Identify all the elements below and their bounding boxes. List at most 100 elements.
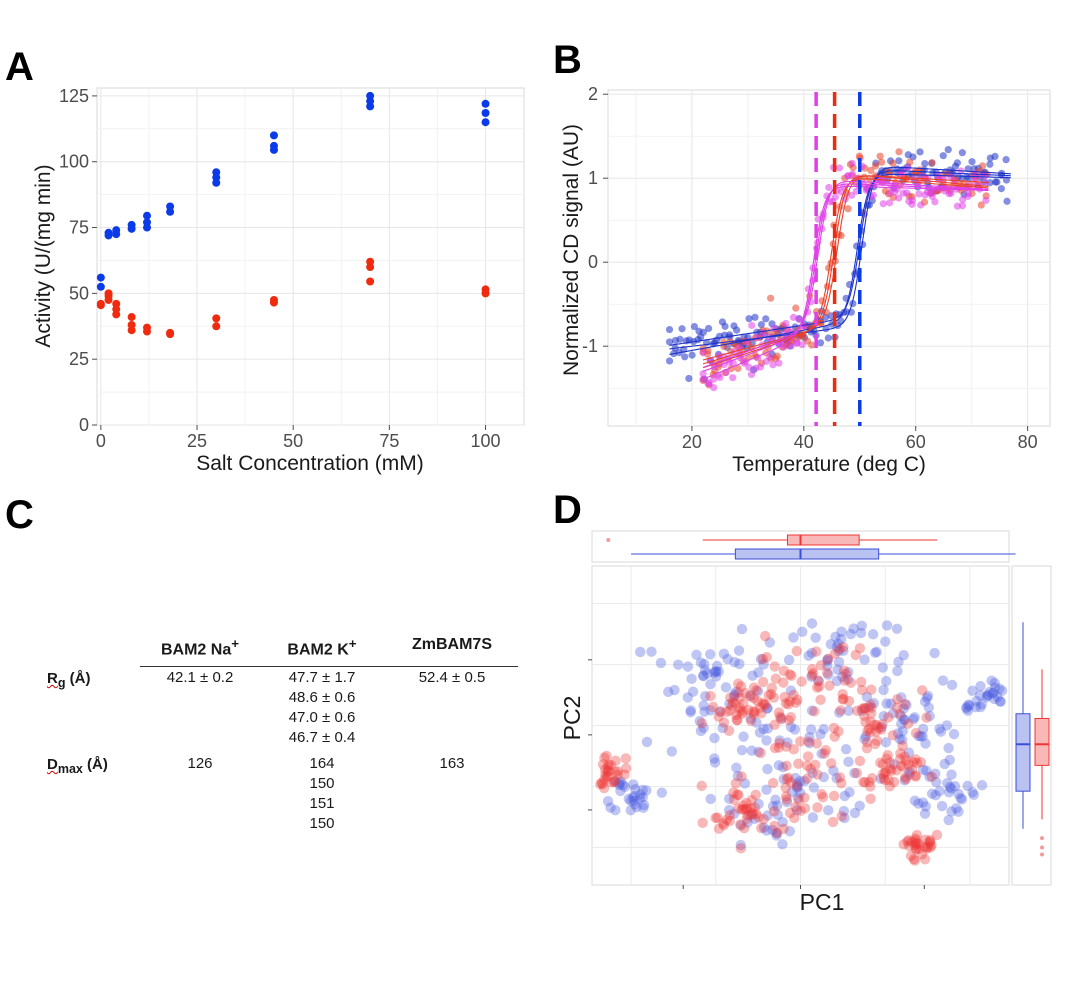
data-point <box>829 648 841 660</box>
data-point <box>734 692 745 704</box>
panel-d-right-boxplot-area <box>1011 565 1052 886</box>
data-point <box>699 664 711 676</box>
data-point <box>769 661 780 672</box>
data-point <box>780 698 792 709</box>
data-point <box>869 719 880 731</box>
data-point <box>617 779 629 791</box>
data-point <box>876 724 887 735</box>
data-point <box>963 699 974 710</box>
data-point <box>695 725 707 737</box>
data-point <box>924 836 935 847</box>
data-point <box>728 794 740 805</box>
data-point <box>709 753 720 764</box>
data-point <box>815 694 826 706</box>
data-point <box>861 737 873 748</box>
data-point <box>994 696 1006 707</box>
data-point <box>823 805 834 816</box>
panel-d-x-axis-title: PC1 <box>800 889 845 915</box>
data-point <box>748 709 759 720</box>
data-point <box>732 714 743 726</box>
data-point <box>778 773 789 785</box>
data-point <box>786 786 798 798</box>
data-point <box>865 699 876 710</box>
data-point <box>871 162 880 170</box>
data-point <box>741 813 753 825</box>
data-point <box>987 687 999 699</box>
data-point <box>970 701 982 713</box>
data-point <box>734 702 745 713</box>
data-point <box>773 707 785 718</box>
panel-d-chart: PC1 PC2 <box>559 530 1052 915</box>
data-point <box>778 823 789 835</box>
data-point <box>742 817 753 828</box>
panel-a-grid <box>97 88 524 426</box>
data-point <box>481 285 490 294</box>
data-point <box>837 694 848 705</box>
data-point <box>1002 176 1011 184</box>
data-point <box>695 327 703 335</box>
data-point <box>939 758 950 770</box>
data-point <box>807 667 819 679</box>
data-point <box>740 688 751 699</box>
data-point <box>942 777 953 789</box>
boxplot-outlier <box>1040 845 1044 850</box>
data-point <box>831 641 843 653</box>
data-point <box>792 792 804 804</box>
data-point <box>785 685 797 696</box>
data-point <box>269 141 278 150</box>
data-point <box>861 691 873 703</box>
data-point <box>96 282 105 291</box>
data-point <box>599 752 610 763</box>
data-point <box>866 684 877 695</box>
data-point <box>601 750 612 762</box>
table-cell-value: 52.4 ± 0.5 <box>418 669 486 686</box>
fit-line <box>669 166 1011 350</box>
data-point <box>702 668 713 679</box>
data-point <box>917 723 929 735</box>
data-point <box>623 793 634 805</box>
data-point <box>878 684 889 696</box>
data-point <box>885 199 894 207</box>
data-point <box>895 194 903 202</box>
data-point <box>908 853 920 865</box>
row-label-main: R <box>47 670 58 687</box>
data-point <box>900 755 912 766</box>
fit-line <box>669 173 1011 355</box>
data-point <box>627 792 639 803</box>
data-point <box>751 313 759 321</box>
data-point <box>600 768 611 780</box>
boxplot-box <box>786 534 860 546</box>
panel-b-melting-lines <box>814 92 862 426</box>
data-point <box>695 657 707 668</box>
data-point <box>628 795 640 807</box>
data-point <box>770 794 781 805</box>
x-tick-label: 75 <box>379 431 399 451</box>
data-point <box>705 379 713 387</box>
data-point <box>771 800 783 811</box>
data-point <box>828 765 839 776</box>
data-point <box>916 148 924 156</box>
data-point <box>753 798 764 810</box>
data-point <box>903 840 915 852</box>
data-point <box>823 282 832 291</box>
data-point <box>628 779 639 790</box>
data-point <box>881 698 892 709</box>
data-point <box>773 742 785 753</box>
data-point <box>958 202 967 210</box>
data-point <box>835 164 844 172</box>
data-point <box>791 804 803 816</box>
data-point <box>926 189 934 197</box>
data-point <box>793 758 804 769</box>
data-point <box>858 710 870 722</box>
data-point <box>910 838 921 849</box>
data-point <box>784 826 796 837</box>
data-point <box>897 725 909 737</box>
table-cell: 52.4 ± 0.5 <box>382 668 522 688</box>
data-point <box>761 652 772 663</box>
data-point <box>849 767 860 779</box>
data-point <box>745 690 756 701</box>
data-point <box>705 679 716 690</box>
data-point <box>625 795 636 807</box>
data-point <box>595 778 606 790</box>
data-point <box>774 711 786 722</box>
